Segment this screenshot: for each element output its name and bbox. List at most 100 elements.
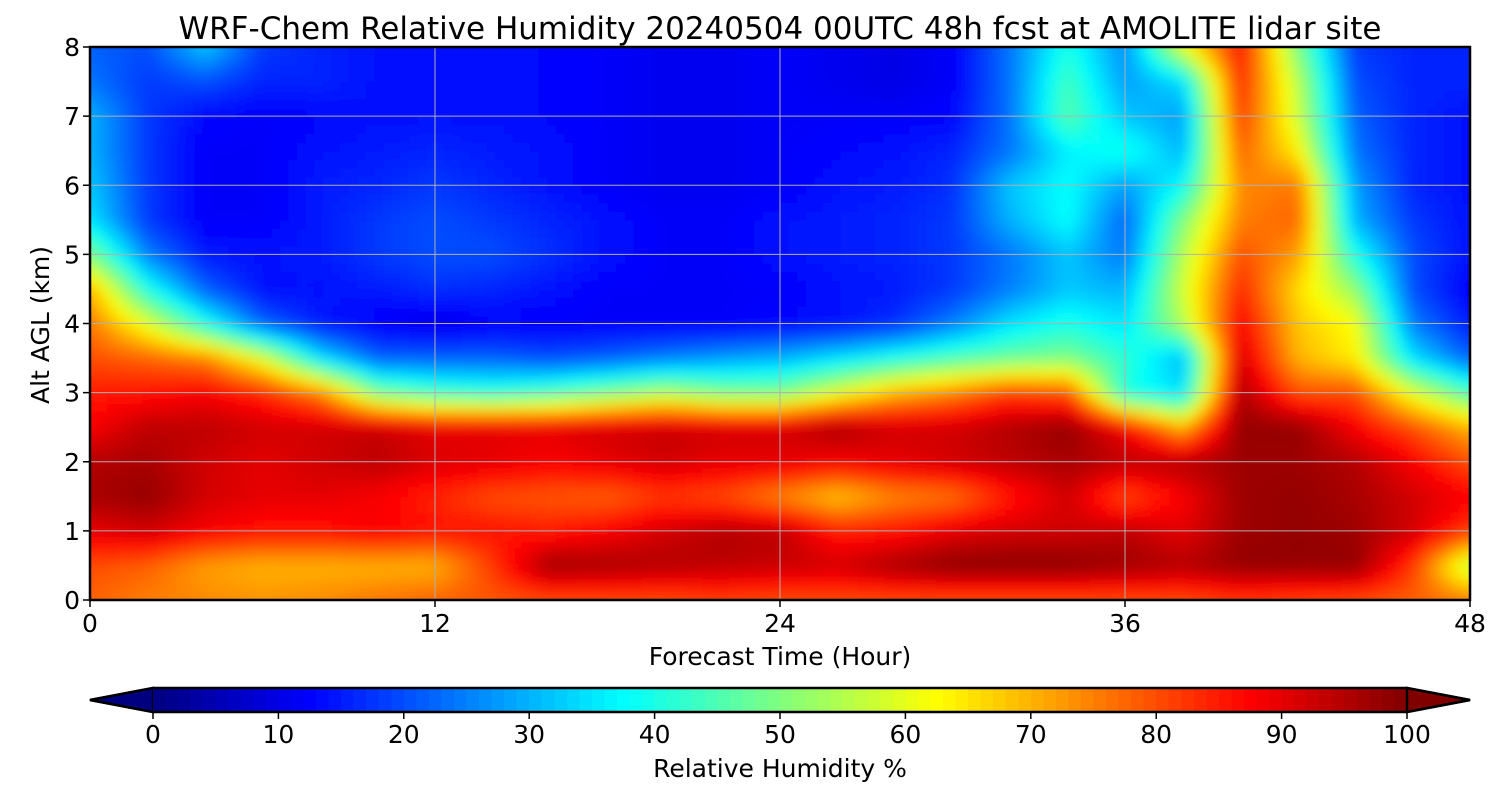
heat-cell xyxy=(1418,522,1428,532)
heat-cell xyxy=(1271,444,1281,454)
heat-cell xyxy=(1418,539,1428,549)
heat-cell xyxy=(926,479,936,489)
heat-cell xyxy=(1038,496,1048,506)
heat-cell xyxy=(883,409,893,420)
heat-cell xyxy=(1271,418,1281,428)
heat-cell xyxy=(1159,530,1169,541)
heat-cell xyxy=(840,453,850,463)
heat-cell xyxy=(1194,591,1204,600)
heat-cell xyxy=(978,435,988,446)
heat-cell xyxy=(1452,556,1462,567)
heat-cell xyxy=(107,496,117,506)
heat-cell xyxy=(1004,496,1014,506)
heat-cell xyxy=(426,479,436,489)
heat-cell xyxy=(1219,366,1230,376)
heat-cell xyxy=(99,600,108,609)
heat-cell xyxy=(426,427,436,437)
heat-cell xyxy=(504,366,514,376)
heat-cell xyxy=(1012,582,1023,592)
heat-cell xyxy=(1418,591,1428,600)
heat-cell xyxy=(900,479,910,489)
heat-cell xyxy=(995,470,1005,480)
heat-cell xyxy=(771,565,781,575)
heat-cell xyxy=(736,358,747,368)
heat-cell xyxy=(564,591,574,600)
heat-cell xyxy=(625,600,634,609)
heat-cell xyxy=(1047,470,1057,480)
heat-cell xyxy=(1332,401,1342,411)
heat-cell xyxy=(926,453,936,463)
heat-cell xyxy=(409,427,419,437)
heat-cell xyxy=(555,539,565,549)
heat-cell xyxy=(969,427,979,437)
heat-cell xyxy=(702,358,712,368)
heat-cell xyxy=(460,487,471,497)
heat-cell xyxy=(1453,600,1462,609)
heat-cell xyxy=(711,496,721,506)
heat-cell xyxy=(159,392,169,402)
heat-cell xyxy=(676,470,686,480)
heat-cell xyxy=(659,556,669,567)
heat-cell xyxy=(659,444,669,454)
heat-cell xyxy=(253,513,264,523)
heat-cell xyxy=(969,556,979,567)
heat-cell xyxy=(926,548,936,558)
heat-cell xyxy=(1004,479,1014,489)
heat-cell xyxy=(1004,609,1013,618)
heat-cell xyxy=(1444,453,1454,463)
heat-cell xyxy=(486,513,496,523)
heat-cell xyxy=(469,556,479,567)
heat-cell xyxy=(659,591,669,600)
heat-cell xyxy=(771,427,781,437)
heat-cell xyxy=(167,358,177,368)
heat-cell xyxy=(1461,358,1470,368)
heat-cell xyxy=(348,409,358,420)
heat-cell xyxy=(133,461,143,471)
heat-cell xyxy=(788,383,798,394)
heat-cell xyxy=(210,349,220,359)
heat-cell xyxy=(1185,383,1195,394)
heat-cell xyxy=(202,504,212,515)
heat-cell xyxy=(348,435,358,446)
heat-cell xyxy=(1297,461,1307,471)
heat-cell xyxy=(426,591,436,600)
heat-cell xyxy=(719,461,729,471)
heat-cell xyxy=(961,418,971,428)
heat-cell xyxy=(650,582,660,592)
heat-cell xyxy=(573,418,583,428)
heat-cell xyxy=(504,418,514,428)
heat-cell xyxy=(1056,565,1066,575)
heat-cell xyxy=(969,496,979,506)
heat-cell xyxy=(814,461,824,471)
heat-cell xyxy=(590,582,600,592)
heat-cell xyxy=(495,383,505,394)
heat-cell xyxy=(322,487,333,497)
heat-cell xyxy=(805,375,816,385)
heat-cell xyxy=(685,392,695,402)
heat-cell xyxy=(1435,487,1445,497)
heat-cell xyxy=(1470,384,1479,393)
heat-cell xyxy=(210,461,220,471)
heat-cell xyxy=(236,504,246,515)
heat-cell xyxy=(271,375,281,385)
heat-cell xyxy=(331,418,341,428)
heat-cell xyxy=(159,548,169,558)
heat-cell xyxy=(581,574,591,584)
heat-cell xyxy=(73,427,82,436)
heat-cell xyxy=(1426,427,1437,437)
heat-cell xyxy=(245,609,254,618)
heat-cell xyxy=(90,539,100,549)
heat-cell xyxy=(426,513,436,523)
heat-cell xyxy=(1021,401,1031,411)
heat-cell xyxy=(529,444,540,454)
heat-cell xyxy=(90,556,100,567)
heat-cell xyxy=(1056,504,1066,515)
heat-cell xyxy=(598,392,609,402)
heat-cell xyxy=(633,453,643,463)
heat-cell xyxy=(978,530,988,541)
heat-cell xyxy=(745,582,755,592)
heat-cell xyxy=(340,479,350,489)
heat-cell xyxy=(900,582,910,592)
heat-cell xyxy=(469,358,479,368)
heat-cell xyxy=(892,401,902,411)
